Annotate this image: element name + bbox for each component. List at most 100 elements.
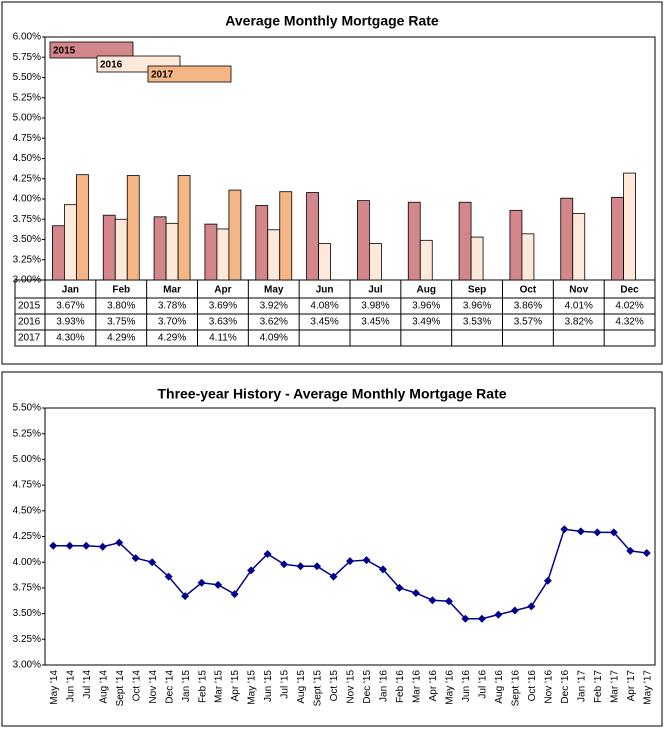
x-tick-label: Oct '15 [329,670,340,702]
data-label: 3.96% [463,301,491,312]
bar [419,239,433,281]
marker [280,560,289,569]
bar [509,209,523,281]
row-label: 2017 [18,333,41,344]
y-tick-label: 4.75% [13,133,41,144]
data-label: 4.09% [260,333,288,344]
data-label: 4.01% [565,301,593,312]
bar [267,229,281,281]
legend-swatch [49,41,134,59]
y-tick-label: 4.25% [13,173,41,184]
marker [296,562,305,571]
marker [444,597,453,606]
bar [318,243,331,281]
data-label: 3.96% [412,301,440,312]
data-label: 3.78% [158,301,186,312]
marker [626,546,635,555]
x-tick-label: May '16 [445,670,456,705]
marker [65,541,74,550]
bar [228,189,242,281]
marker [560,525,569,534]
x-tick-label: Dec '15 [362,670,373,704]
x-tick-label: Jul [368,285,383,296]
x-tick-label: May '15 [247,670,258,705]
data-label: 3.67% [56,301,84,312]
bar [64,204,77,281]
x-tick-label: Jun '15 [263,670,274,702]
x-tick-label: Aug '16 [494,670,505,704]
legend-label: 2017 [151,70,174,81]
x-tick-label: Apr '15 [230,670,241,702]
y-tick-label: 4.75% [13,480,41,491]
x-tick-label: Nov '16 [543,670,554,704]
marker [527,602,536,611]
x-tick-label: Jun [316,285,334,296]
data-label: 4.11% [209,333,237,344]
data-label: 4.32% [615,317,643,328]
bar [470,236,484,281]
x-tick-label: Sep [468,285,486,296]
x-tick-label: Sept '16 [511,670,522,707]
y-tick-label: 3.25% [13,254,41,265]
x-tick-label: Feb [112,285,130,296]
y-tick-label: 4.00% [13,194,41,205]
y-tick-label: 5.25% [13,428,41,439]
bar [279,191,293,281]
y-tick-label: 3.75% [13,214,41,225]
bar [76,174,89,281]
y-tick-label: 5.00% [13,113,41,124]
x-tick-label: Feb '16 [395,670,406,703]
chart-title: Three-year History - Average Monthly Mor… [157,386,506,402]
marker [543,576,552,585]
marker [642,548,651,557]
bar [153,216,167,281]
legend-label: 2016 [100,60,123,71]
x-tick-label: Jul '15 [280,670,291,699]
bar [560,197,574,281]
data-label: 3.75% [107,317,135,328]
y-tick-label: 4.50% [13,505,41,516]
plot-area [44,36,656,281]
x-tick-label: Mar [163,285,181,296]
bar [52,225,65,281]
legend-swatch [147,65,232,83]
x-tick-label: Jul '14 [82,670,93,699]
bar [458,201,472,281]
x-tick-label: Aug [417,285,436,296]
bar [165,222,179,281]
marker [395,583,404,592]
x-tick-label: Aug '14 [98,670,109,704]
plot-area [44,407,656,666]
data-label: 4.02% [615,301,643,312]
marker [461,614,470,623]
y-tick-label: 4.50% [13,153,41,164]
y-tick-label: 3.25% [13,634,41,645]
x-tick-label: Jan '16 [379,670,390,702]
x-tick-label: Feb '15 [197,670,208,703]
data-label: 3.45% [361,317,389,328]
data-label: 4.29% [158,333,186,344]
x-tick-label: Nov '15 [346,670,357,704]
marker [494,610,503,619]
y-tick-label: 5.75% [13,52,41,63]
marker [477,614,486,623]
x-tick-label: Oct '16 [527,670,538,702]
bar [623,172,636,281]
y-tick-label: 3.50% [13,608,41,619]
marker [214,580,223,589]
data-label: 4.29% [107,333,135,344]
table-border [14,279,656,347]
marker [164,572,173,581]
data-label: 3.70% [158,317,186,328]
marker [82,541,91,550]
data-label: 3.69% [209,301,237,312]
x-tick-label: Sept '14 [115,670,126,707]
x-tick-label: May '14 [49,670,60,705]
x-tick-label: Jun '14 [65,670,76,702]
row-label: 2015 [18,301,41,312]
data-label: 3.92% [260,301,288,312]
chart-title: Average Monthly Mortgage Rate [225,13,439,29]
bar [407,201,421,281]
y-tick-label: 4.25% [13,531,41,542]
x-tick-label: Jan [62,285,79,296]
